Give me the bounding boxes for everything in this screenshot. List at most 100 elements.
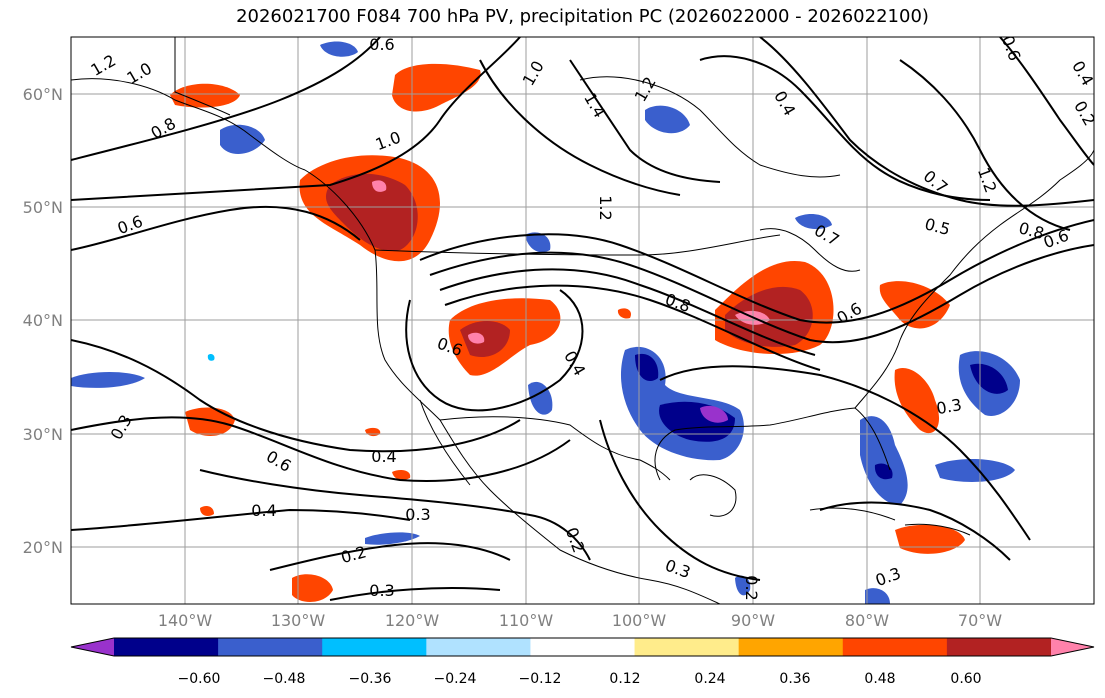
colorbar-segment <box>946 638 1052 656</box>
precip-negative-atlantic-south <box>935 458 1015 482</box>
lat-label: 40°N <box>23 311 63 330</box>
contour-mexico-east <box>599 419 761 581</box>
lat-label: 50°N <box>23 198 63 217</box>
lon-label: 110°W <box>499 611 554 630</box>
colorbar-segment <box>530 638 636 656</box>
colorbar-tick-label: 0.48 <box>864 671 895 687</box>
colorbar-segment <box>114 638 219 656</box>
contour-southwest-1 <box>71 339 521 453</box>
contour-jet-2 <box>429 244 1094 344</box>
contour-south-1 <box>71 508 411 531</box>
contour-south-3 <box>329 587 501 601</box>
coast-great-lakes <box>759 228 861 272</box>
lon-label: 80°W <box>845 611 889 630</box>
contour-northwest-3 <box>71 205 361 251</box>
longitude-labels: 140°W 130°W 120°W 110°W 100°W 90°W 80°W … <box>158 611 1002 630</box>
precip-negative-hudson <box>645 105 690 134</box>
contour-northeast-4 <box>999 37 1094 166</box>
precip-negative-florida <box>860 416 908 505</box>
contour-northeast-1 <box>699 55 991 201</box>
colorbar-segment <box>1051 638 1094 656</box>
contour-label: 1.2 <box>596 195 615 220</box>
coast-west <box>304 169 721 604</box>
contour-great-basin-loop <box>405 289 584 412</box>
colorbar-tick-label: 0.24 <box>694 671 725 687</box>
colorbar <box>70 637 1095 657</box>
precip-negative-rockies <box>525 232 551 253</box>
contour-southwest-3 <box>199 469 591 561</box>
map-title: 2026021700 F084 700 hPa PV, precipitatio… <box>236 6 929 27</box>
contour-northwest-1 <box>71 37 381 161</box>
precip-negative-gulf-alaska <box>220 124 265 155</box>
precip-negative-pacific-speck <box>207 353 215 361</box>
contour-central-1 <box>479 59 681 196</box>
precip-negative-pacific-west <box>71 372 145 388</box>
contour-northeast-2 <box>759 37 1094 207</box>
contour-label: 0.4 <box>371 447 396 466</box>
contour-label: 0.3 <box>405 505 430 524</box>
precip-negative-texas-gulf-peak <box>700 405 728 423</box>
colorbar-tick-label: 0.60 <box>950 671 981 687</box>
latitude-labels: 60°N 50°N 40°N 30°N 20°N <box>23 85 63 557</box>
contour-south-2 <box>269 542 511 571</box>
precip-negative-caribbean-south <box>865 588 890 604</box>
lat-label: 20°N <box>23 538 63 557</box>
precip-negative-great-lakes <box>795 214 832 230</box>
precip-positive-southeast-coast <box>894 368 940 434</box>
lon-label: 120°W <box>385 611 440 630</box>
contour-label: 0.4 <box>251 501 276 520</box>
contour-gulf-1 <box>659 365 1031 541</box>
precip-positive-ohio-valley-core <box>725 286 813 347</box>
precip-positive-great-basin-core <box>460 321 510 358</box>
border-alaska-canada <box>174 37 231 116</box>
contour-northeast-3 <box>899 59 1071 231</box>
contour-central-2 <box>569 59 721 183</box>
colorbar-segment <box>426 638 531 656</box>
colorbar-tick-label: −0.12 <box>519 671 562 687</box>
coast-yucatan <box>689 474 737 517</box>
colorbar-tick-label: 0.12 <box>609 671 640 687</box>
colorbar-segment <box>71 638 114 656</box>
contour-caribbean <box>819 501 1011 561</box>
precip-positive-great-plains-edge <box>617 308 631 319</box>
lon-label: 90°W <box>731 611 775 630</box>
contour-label: 0.2 <box>742 575 761 600</box>
precip-positive-pacific-south <box>292 574 333 602</box>
coast-hispaniola <box>904 523 971 536</box>
lat-label: 30°N <box>23 425 63 444</box>
colorbar-segment <box>842 638 948 656</box>
lat-label: 60°N <box>23 85 63 104</box>
precip-negative-bc-north <box>320 41 358 57</box>
plot-frame <box>70 36 1095 605</box>
contour-label: 0.3 <box>369 581 394 600</box>
precip-negative-texas-north-core <box>635 353 659 382</box>
precip-negative-central-america <box>735 575 751 596</box>
precip-negative-florida-core <box>874 463 893 480</box>
lon-label: 140°W <box>158 611 213 630</box>
coast-alaska <box>71 78 306 171</box>
lon-label: 130°W <box>271 611 326 630</box>
colorbar-tick-label: −0.48 <box>263 671 306 687</box>
contour-label: 0.3 <box>935 395 963 418</box>
pv-contours <box>71 37 1094 601</box>
colorbar-tick-labels: −0.60 −0.48 −0.36 −0.24 −0.12 0.12 0.24 … <box>178 671 982 687</box>
contour-label: 0.6 <box>369 35 394 54</box>
colorbar-segment <box>738 638 844 656</box>
contour-jet-3 <box>439 268 816 356</box>
colorbar-tick-label: 0.36 <box>779 671 810 687</box>
precip-positive-pacific-nw-peak <box>372 180 387 192</box>
coast-gulf <box>654 407 891 481</box>
contour-jet-4 <box>444 284 821 371</box>
coastlines <box>71 37 1094 604</box>
precip-positive-alaska-north <box>392 63 481 112</box>
coast-hudson <box>579 76 841 178</box>
precip-negative-mexico-pacific <box>365 532 420 545</box>
colorbar-segment <box>322 638 427 656</box>
colorbar-segment <box>218 638 323 656</box>
colorbar-tick-label: −0.24 <box>434 671 477 687</box>
precip-positive-pacific-tiny <box>200 506 214 516</box>
coast-baja <box>419 399 471 486</box>
lon-label: 70°W <box>958 611 1002 630</box>
precip-shading <box>71 41 1020 604</box>
border-us-mexico <box>439 416 671 481</box>
